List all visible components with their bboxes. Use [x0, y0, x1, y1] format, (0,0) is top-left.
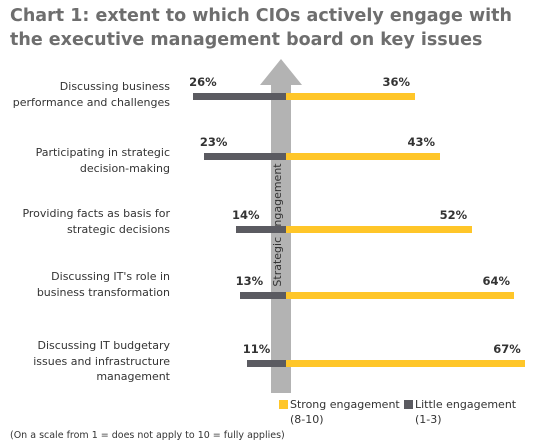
legend-swatch-strong	[279, 400, 288, 409]
chart-title: Chart 1: extent to which CIOs actively e…	[10, 6, 513, 50]
category-label: Participating in strategic decision-makin…	[0, 145, 170, 176]
value-label-strong: 64%	[482, 274, 510, 288]
category-label-line: management	[96, 370, 170, 383]
bar-strong-engagement	[286, 292, 515, 299]
value-label-strong: 36%	[382, 75, 411, 89]
value-label-little: 14%	[232, 208, 260, 222]
legend-label-line: Strong engagement	[290, 398, 400, 411]
category-label-line: Discussing IT budgetary	[37, 339, 170, 352]
bar-little-engagement	[203, 153, 286, 160]
legend-label-line: (8-10)	[290, 413, 324, 426]
category-label-line: strategic decisions	[66, 222, 170, 236]
category-label: Discussing IT budgetary issues and infras…	[0, 338, 170, 385]
value-label-strong: 67%	[493, 342, 521, 356]
bar-little-engagement	[246, 360, 286, 367]
category-label: Discussing IT's role in business transfor…	[0, 269, 170, 300]
value-label-little: 26%	[189, 75, 217, 89]
value-label-strong: 43%	[407, 135, 436, 149]
category-label-line: business transformation	[36, 285, 170, 299]
legend-swatch-little	[404, 400, 413, 409]
category-label: Discussing business performance and chall…	[0, 79, 170, 110]
category-label-line: issues and infrastructure	[33, 354, 170, 368]
bar-little-engagement	[239, 292, 286, 299]
bar-little-engagement	[236, 226, 286, 233]
bar-little-engagement	[193, 93, 286, 100]
category-label-line: Providing facts as basis for	[22, 207, 170, 220]
value-label-little: 13%	[235, 274, 264, 288]
category-label-line: decision-making	[79, 161, 170, 175]
value-label-strong: 52%	[439, 208, 468, 222]
category-label-line: Discussing business	[59, 80, 170, 93]
legend-label-strong: Strong engagement (8-10)	[290, 397, 400, 427]
value-label-little: 23%	[199, 135, 228, 149]
axis-label: Strategic engagement	[271, 163, 284, 287]
category-label-line: Participating in strategic	[35, 146, 170, 159]
category-label-line: performance and challenges	[12, 95, 170, 109]
footnote: (On a scale from 1 = does not apply to 1…	[10, 430, 285, 441]
legend-label-line: Little engagement	[415, 398, 517, 411]
value-label-little: 11%	[242, 342, 271, 356]
legend-label-line: (1-3)	[415, 413, 442, 426]
category-label: Providing facts as basis for strategic de…	[0, 206, 170, 237]
bar-strong-engagement	[286, 153, 440, 160]
bar-strong-engagement	[286, 93, 415, 100]
bar-strong-engagement	[286, 360, 526, 367]
bar-strong-engagement	[286, 226, 472, 233]
legend-label-little: Little engagement (1-3)	[415, 397, 516, 427]
category-label-line: Discussing IT's role in	[51, 270, 170, 283]
